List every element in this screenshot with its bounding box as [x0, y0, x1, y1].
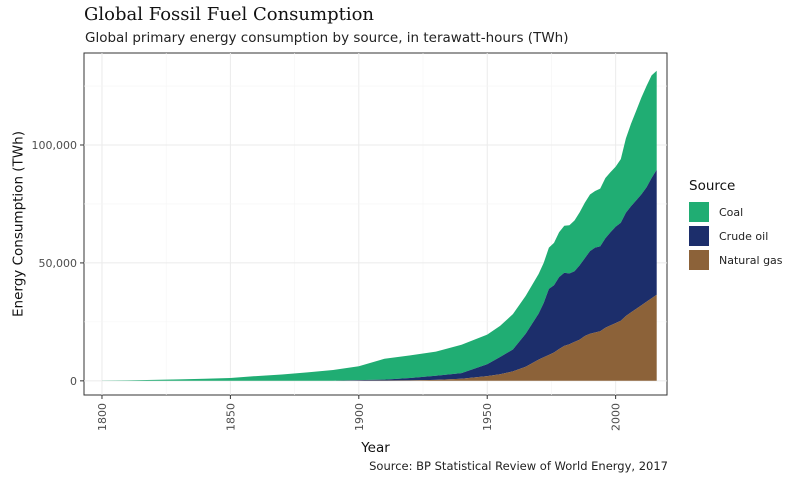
legend-label-natural-gas: Natural gas	[719, 253, 783, 267]
legend-item-coal: Coal	[689, 200, 783, 224]
y-axis-title: Energy Consumption (TWh)	[11, 131, 27, 317]
x-axis: 1800 1850 1900 1950 2000	[96, 395, 623, 431]
legend-key-natural-gas	[689, 250, 709, 270]
x-tick-label: 2000	[610, 403, 623, 431]
legend: Source Coal Crude oil Natural gas	[689, 178, 783, 272]
y-tick-label: 50,000	[39, 257, 78, 270]
legend-label-crude-oil: Crude oil	[719, 229, 769, 243]
source-caption: Source: BP Statistical Review of World E…	[369, 459, 668, 473]
legend-title: Source	[689, 178, 736, 194]
legend-item-crude-oil: Crude oil	[689, 224, 783, 248]
x-tick-label: 1850	[224, 403, 237, 431]
chart-title: Global Fossil Fuel Consumption	[84, 4, 375, 25]
y-tick-label: 100,000	[32, 139, 78, 152]
x-tick-label: 1900	[353, 403, 366, 431]
legend-key-coal	[689, 202, 709, 222]
x-axis-title: Year	[360, 440, 390, 456]
legend-label-coal: Coal	[719, 205, 744, 219]
legend-key-crude-oil	[689, 226, 709, 246]
y-tick-label: 0	[70, 375, 77, 388]
chart-subtitle: Global primary energy consumption by sou…	[85, 30, 569, 46]
y-axis: 0 50,000 100,000	[32, 139, 84, 388]
x-tick-label: 1800	[96, 403, 109, 431]
area-natural-gas	[102, 294, 657, 381]
x-tick-label: 1950	[481, 403, 494, 431]
area-layers	[102, 70, 657, 381]
legend-item-natural-gas: Natural gas	[689, 248, 783, 272]
